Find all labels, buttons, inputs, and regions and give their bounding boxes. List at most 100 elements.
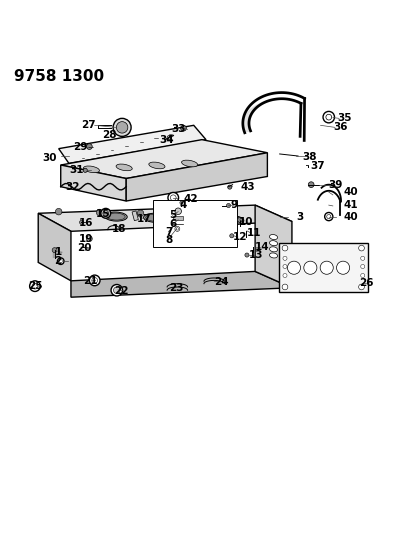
Circle shape xyxy=(168,192,178,203)
FancyBboxPatch shape xyxy=(279,243,368,292)
Circle shape xyxy=(304,261,317,274)
Text: 25: 25 xyxy=(28,281,42,291)
Text: 6: 6 xyxy=(169,219,176,229)
Ellipse shape xyxy=(269,235,278,239)
Circle shape xyxy=(137,210,144,216)
Text: 2: 2 xyxy=(54,256,62,266)
Text: 17: 17 xyxy=(136,214,151,224)
Circle shape xyxy=(228,185,232,189)
Circle shape xyxy=(358,284,364,290)
Text: 14: 14 xyxy=(255,242,270,252)
Ellipse shape xyxy=(144,213,166,222)
Circle shape xyxy=(103,211,109,216)
Circle shape xyxy=(89,275,100,286)
Text: 31: 31 xyxy=(69,165,83,175)
Text: 30: 30 xyxy=(42,153,57,163)
Ellipse shape xyxy=(105,212,127,221)
Text: 8: 8 xyxy=(165,235,172,245)
Text: 5: 5 xyxy=(169,211,176,220)
Text: 20: 20 xyxy=(77,243,91,253)
Circle shape xyxy=(180,125,186,131)
Text: 1: 1 xyxy=(54,247,62,257)
Polygon shape xyxy=(61,165,126,201)
Text: 3: 3 xyxy=(296,212,303,222)
Polygon shape xyxy=(38,205,292,231)
Circle shape xyxy=(180,201,183,204)
Polygon shape xyxy=(38,213,71,281)
Text: 38: 38 xyxy=(302,152,317,162)
Ellipse shape xyxy=(116,164,132,171)
Text: 16: 16 xyxy=(79,218,94,228)
Polygon shape xyxy=(126,153,267,201)
Circle shape xyxy=(59,260,62,263)
Circle shape xyxy=(55,208,62,215)
Text: 24: 24 xyxy=(214,277,229,287)
Circle shape xyxy=(230,234,234,238)
FancyBboxPatch shape xyxy=(153,200,236,247)
Text: 40: 40 xyxy=(343,187,358,197)
Text: 13: 13 xyxy=(249,250,263,260)
Text: 9758 1300: 9758 1300 xyxy=(14,69,104,84)
Circle shape xyxy=(111,285,122,296)
Circle shape xyxy=(320,261,333,274)
Text: 33: 33 xyxy=(171,124,186,134)
Circle shape xyxy=(325,213,333,221)
Circle shape xyxy=(113,118,131,136)
Ellipse shape xyxy=(149,162,165,169)
Circle shape xyxy=(57,258,64,264)
Circle shape xyxy=(178,211,185,217)
Text: 35: 35 xyxy=(337,114,351,123)
Text: 26: 26 xyxy=(359,278,374,288)
Circle shape xyxy=(101,208,111,218)
Text: 9: 9 xyxy=(231,200,238,210)
Text: 4: 4 xyxy=(179,200,187,210)
Ellipse shape xyxy=(182,160,198,167)
Circle shape xyxy=(171,195,176,200)
Circle shape xyxy=(96,209,103,216)
Circle shape xyxy=(326,114,332,120)
Ellipse shape xyxy=(269,241,278,246)
Circle shape xyxy=(87,144,92,149)
Circle shape xyxy=(360,273,365,278)
Circle shape xyxy=(283,273,287,278)
Text: 36: 36 xyxy=(333,123,347,132)
Circle shape xyxy=(114,287,120,294)
Circle shape xyxy=(227,204,231,207)
Circle shape xyxy=(323,111,335,123)
Text: 12: 12 xyxy=(233,232,247,242)
Text: 41: 41 xyxy=(343,200,358,210)
Circle shape xyxy=(30,281,40,292)
Polygon shape xyxy=(255,205,292,288)
Text: 43: 43 xyxy=(241,182,255,192)
Polygon shape xyxy=(71,271,292,297)
Circle shape xyxy=(32,283,38,289)
Bar xyxy=(132,211,138,221)
Circle shape xyxy=(175,227,180,231)
Text: 40: 40 xyxy=(343,212,358,222)
Ellipse shape xyxy=(269,253,278,258)
Circle shape xyxy=(176,228,178,230)
Text: 19: 19 xyxy=(79,234,94,244)
Circle shape xyxy=(337,261,350,274)
Text: 29: 29 xyxy=(73,142,87,151)
Circle shape xyxy=(283,256,287,260)
Circle shape xyxy=(282,245,288,251)
Ellipse shape xyxy=(146,214,164,221)
Text: 32: 32 xyxy=(65,182,80,192)
Circle shape xyxy=(219,212,226,218)
Text: 10: 10 xyxy=(239,217,253,227)
Ellipse shape xyxy=(221,216,244,225)
Ellipse shape xyxy=(185,215,203,222)
Circle shape xyxy=(360,256,365,260)
Circle shape xyxy=(288,261,300,274)
Circle shape xyxy=(167,135,171,140)
Text: 18: 18 xyxy=(112,224,126,234)
Circle shape xyxy=(358,245,364,251)
Circle shape xyxy=(83,168,87,172)
Text: 7: 7 xyxy=(165,227,173,237)
Circle shape xyxy=(80,220,84,224)
Circle shape xyxy=(282,284,288,290)
Circle shape xyxy=(245,253,249,257)
Text: 15: 15 xyxy=(96,209,110,219)
Circle shape xyxy=(360,264,365,269)
